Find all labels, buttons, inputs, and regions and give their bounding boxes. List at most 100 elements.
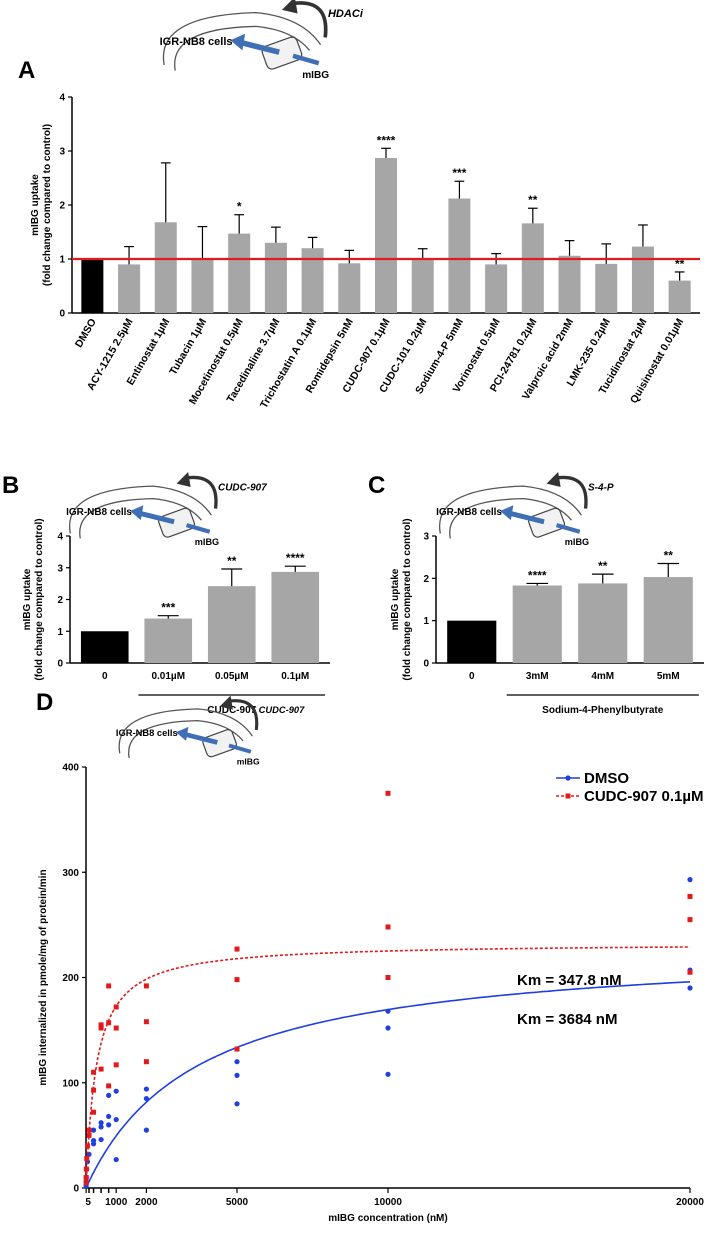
membrane-arc [438,485,582,534]
panel-b: B IGR-NB8 cells CUDC-907 mIBG 0 1 2 3 4 mIBG upta… [2,472,330,716]
uptake-arrowhead [175,726,189,741]
schematic: IGR-NB8 cells CUDC-907 mIBG [116,695,305,766]
bar [207,586,256,663]
x-tick-label: 1000 [105,1197,128,1208]
cells-label: IGR-NB8 cells [436,507,502,518]
data-point [85,1143,91,1149]
data-point [234,977,240,983]
uptake-arrow [510,511,545,525]
bar [271,571,320,663]
data-point [385,1008,391,1014]
y-tick-label: 0 [57,659,63,670]
data-point [91,1109,97,1115]
data-point [106,1083,112,1089]
drug-label: HDACi [328,8,364,20]
transporter [202,729,238,758]
legend-marker [565,775,571,781]
y-axis-title-line1: mIBG uptake [30,174,41,236]
data-point [143,1086,149,1092]
group-label: Sodium-4-Phenylbutyrate [542,705,664,716]
bar [154,222,177,313]
data-point [113,1004,119,1010]
data-point [687,985,693,991]
drug-arrowhead [546,472,561,487]
data-point [106,983,112,989]
y-tick-label: 1 [59,255,65,266]
bar [578,583,628,663]
drug-curved-arrow [556,475,588,509]
x-category-label: Tubacin 1µM [167,316,209,377]
uptake-arrowhead [500,505,514,521]
panel-d: D IGR-NB8 cells CUDC-907 mIBG 0 100 200 300 400 5… [36,689,704,1224]
data-point [86,1132,92,1138]
data-point [98,1022,104,1028]
membrane-arc [68,485,212,534]
bar [631,246,654,313]
tracer-tail [292,53,320,66]
panel-letter: D [36,689,53,716]
y-tick-label: 4 [59,93,65,104]
data-point [106,1113,112,1120]
y-tick-label: 1 [57,627,63,638]
panel-a: A IGR-NB8 cells HDACi mIBG 0 1 2 3 4 mIBG uptake(… [18,0,700,410]
cells-label: IGR-NB8 cells [160,36,233,48]
data-point [234,1072,240,1078]
bar [485,264,508,313]
x-tick-label: 10000 [374,1197,402,1208]
drug-curved-arrow [186,475,218,509]
schematic: IGR-NB8 cells CUDC-907 mIBG [66,472,267,547]
membrane-arc [118,708,253,754]
data-point [83,1180,89,1186]
x-tick-label: 20000 [676,1197,704,1208]
data-point [113,1062,119,1068]
data-point [687,877,693,883]
uptake-arrowhead [130,505,144,521]
data-point [98,1025,104,1031]
significance-marker: *** [452,166,466,180]
data-point [83,1174,89,1180]
membrane-arc [162,11,322,66]
y-axis-title-line2: (fold change compared to control) [42,124,53,286]
data-point [687,893,693,899]
data-point [113,1156,119,1163]
y-tick-label: 1 [423,616,429,627]
data-point [106,1122,112,1128]
bar [595,263,618,313]
panel-letter: A [18,57,35,84]
data-point [385,924,391,930]
y-tick-label: 0 [73,1184,79,1195]
bar [191,259,214,313]
x-tick-label: 2000 [135,1197,158,1208]
tracer-label: mIBG [302,70,329,81]
y-axis-title-line2: (fold change compared to control) [34,518,45,680]
significance-marker: *** [161,601,175,615]
x-category-label: 4mM [591,671,614,682]
data-point [84,1156,90,1162]
bar [447,620,497,663]
uptake-arrow [185,732,218,745]
data-point [385,1025,391,1031]
significance-marker: ** [528,193,538,207]
y-tick-label: 0 [423,659,429,670]
x-category-label: 0.1µM [281,671,309,682]
y-tick-label: 2 [423,574,429,585]
cells-label: IGR-NB8 cells [116,728,178,738]
transporter [261,36,303,70]
fit-curve-cudc907 [85,946,690,1185]
legend-label: CUDC-907 0.1µM [584,788,704,805]
bar [643,577,693,663]
bar [512,585,562,663]
km-label: Km = 347.8 nM [517,972,622,989]
data-point [385,790,391,796]
data-point [86,1127,92,1133]
data-point [83,1166,89,1172]
y-tick-label: 2 [57,595,63,606]
data-point [234,1046,240,1052]
data-point [113,1025,119,1031]
y-axis-title-line2: (fold change compared to control) [402,518,413,680]
panel-letter: C [368,472,385,499]
significance-marker: **** [286,551,305,565]
significance-marker: ** [598,559,608,573]
drug-arrowhead [176,472,191,487]
significance-marker: ** [227,554,237,568]
